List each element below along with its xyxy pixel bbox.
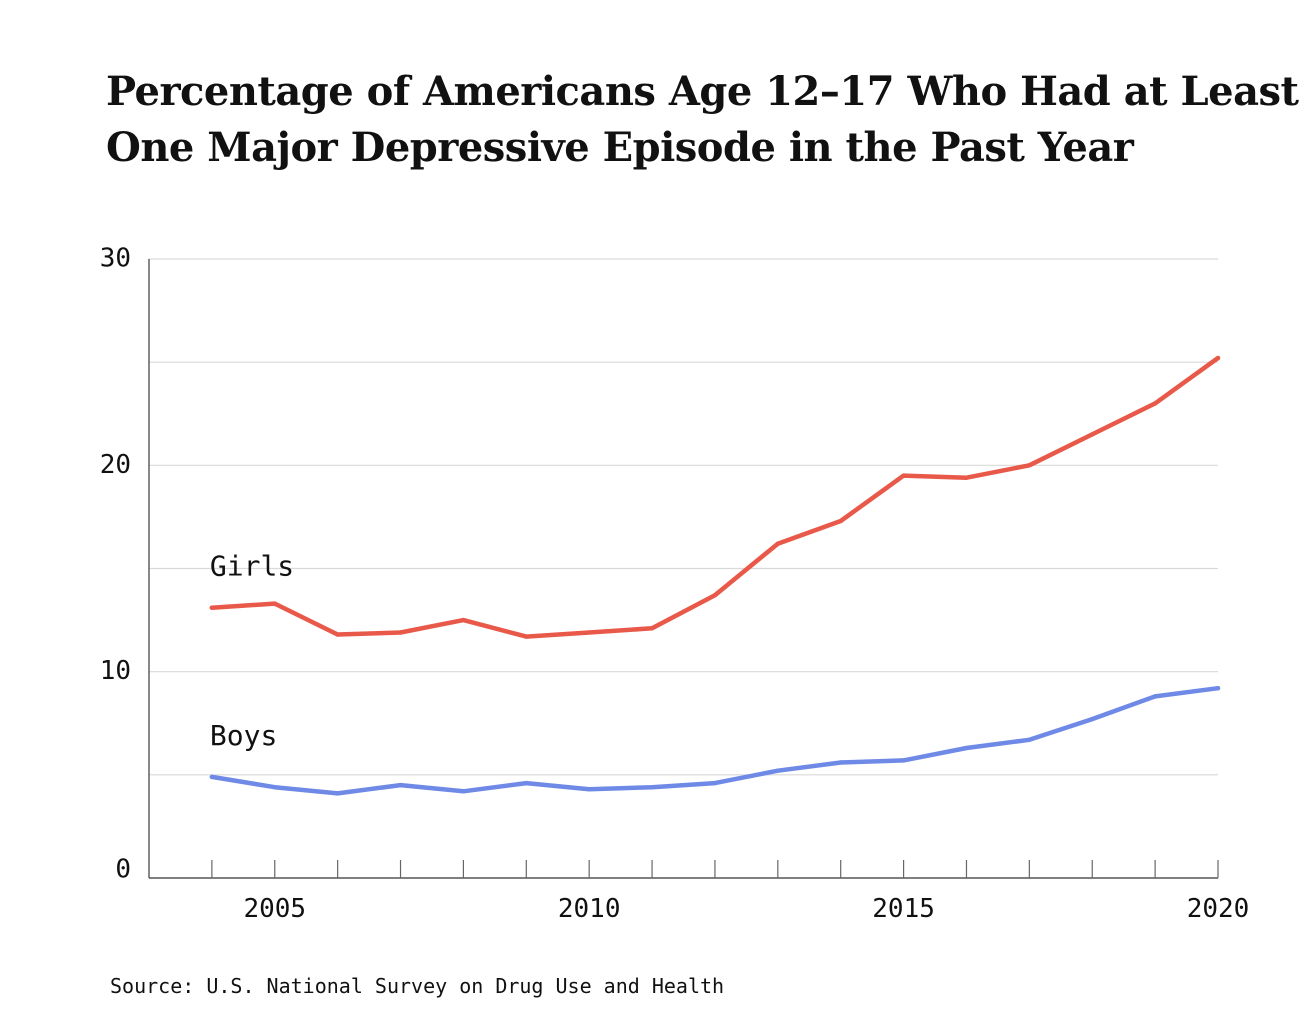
chart-title-line-1: Percentage of Americans Age 12–17 Who Ha… [106, 68, 1299, 115]
data-point-boys-2011 [649, 785, 655, 790]
data-point-boys-2007 [398, 782, 403, 788]
data-point-boys-2018 [1090, 716, 1095, 722]
data-point-boys-2010 [586, 787, 592, 792]
x-tick-label-2005: 2005 [243, 894, 306, 924]
data-point-girls-2015 [901, 473, 906, 478]
series-label-girls: Girls [210, 550, 294, 583]
series-label-boys: Boys [210, 719, 277, 752]
x-tick-label-2010: 2010 [558, 894, 621, 924]
x-tick-label-2020: 2020 [1187, 894, 1250, 924]
data-point-boys-2015 [901, 758, 906, 763]
x-tick-label-2015: 2015 [872, 894, 935, 924]
data-point-boys-2019 [1152, 694, 1158, 699]
chart-title-line-2: One Major Depressive Episode in the Past… [106, 124, 1134, 171]
data-point-girls-2020 [1215, 355, 1221, 361]
data-point-boys-2017 [1027, 737, 1032, 742]
line-chart: 0 10 20 30 2005 2010 2015 2020 Girls Boys [100, 244, 1250, 925]
data-point-girls-2012 [712, 593, 718, 598]
data-point-girls-2005 [272, 601, 277, 606]
data-point-girls-2008 [461, 617, 466, 623]
data-point-boys-2014 [838, 760, 843, 765]
data-point-boys-2012 [712, 780, 718, 786]
data-point-girls-2010 [586, 630, 592, 635]
y-tick-label-10: 10 [100, 656, 131, 686]
y-tick-label-0: 0 [115, 855, 131, 885]
series-line-boys [209, 685, 1221, 796]
chart-title: Percentage of Americans Age 12–17 Who Ha… [106, 64, 1299, 176]
data-point-boys-2016 [964, 745, 969, 751]
data-point-girls-2004 [209, 605, 215, 610]
data-point-girls-2016 [964, 475, 969, 480]
data-point-boys-2020 [1215, 685, 1221, 691]
data-point-girls-2014 [838, 518, 843, 524]
data-point-girls-2007 [398, 630, 403, 635]
data-point-boys-2009 [524, 780, 529, 786]
data-point-girls-2006 [335, 632, 340, 637]
source-note: Source: U.S. National Survey on Drug Use… [110, 974, 725, 998]
data-point-boys-2006 [335, 791, 340, 796]
data-point-girls-2013 [775, 541, 781, 546]
data-point-boys-2013 [775, 768, 781, 773]
y-tick-label-20: 20 [100, 450, 131, 480]
data-point-boys-2005 [272, 785, 277, 790]
data-point-girls-2019 [1152, 401, 1158, 406]
y-tick-label-30: 30 [100, 244, 131, 274]
data-point-girls-2017 [1027, 463, 1032, 468]
data-point-boys-2008 [461, 789, 466, 794]
data-point-girls-2018 [1090, 432, 1095, 437]
data-point-girls-2009 [524, 634, 529, 639]
data-point-girls-2011 [649, 626, 655, 631]
data-point-boys-2004 [209, 774, 215, 780]
